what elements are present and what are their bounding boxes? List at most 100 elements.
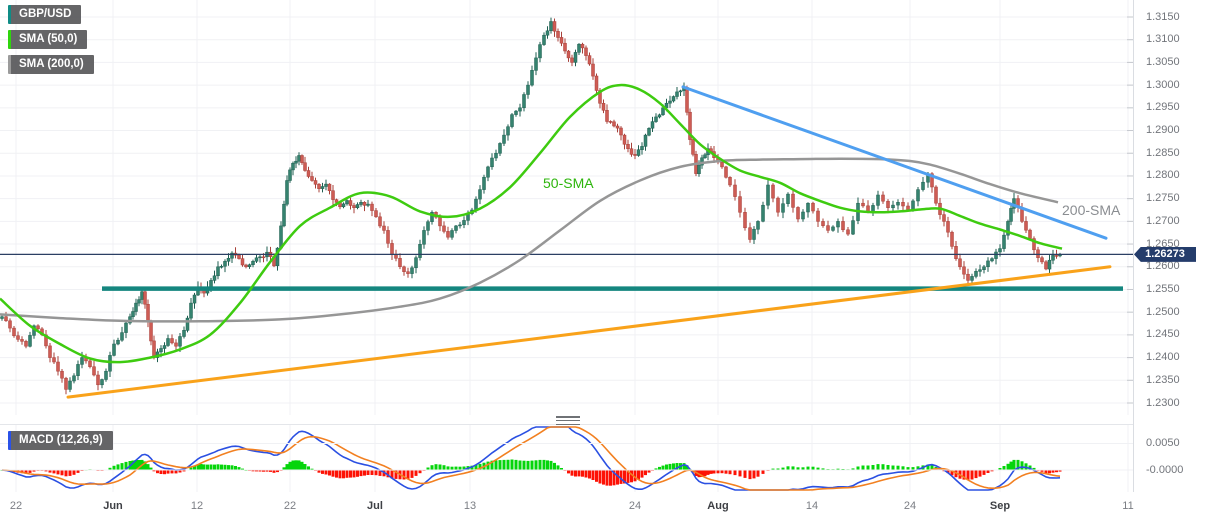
candle bbox=[386, 230, 390, 244]
candle bbox=[559, 37, 564, 44]
candle bbox=[587, 55, 592, 65]
candle bbox=[216, 266, 220, 277]
macd-histogram-bar bbox=[166, 470, 170, 474]
macd-histogram-bar bbox=[712, 470, 716, 474]
candle bbox=[594, 75, 599, 91]
macd-histogram-bar bbox=[1044, 470, 1048, 474]
macd-histogram-bar bbox=[374, 470, 378, 476]
macd-histogram-bar bbox=[345, 470, 349, 478]
symbol-badge[interactable]: GBP/USD bbox=[8, 5, 82, 24]
candle bbox=[140, 291, 144, 300]
macd-histogram-bar bbox=[881, 464, 885, 470]
macd-histogram-bar bbox=[202, 464, 206, 470]
macd-histogram-bar bbox=[522, 460, 526, 470]
macd-histogram-bar bbox=[32, 470, 36, 472]
candle bbox=[766, 184, 770, 206]
candle bbox=[482, 176, 486, 190]
candle bbox=[896, 202, 900, 206]
candle bbox=[486, 166, 490, 178]
macd-histogram-bar bbox=[556, 465, 560, 470]
macd-histogram-bar bbox=[300, 461, 304, 470]
macd-histogram-bar bbox=[675, 463, 679, 470]
candle bbox=[636, 149, 641, 156]
macd-histogram-bar bbox=[549, 460, 553, 470]
candle bbox=[796, 207, 800, 220]
macd-histogram-bar bbox=[982, 470, 986, 475]
macd-histogram-bar bbox=[494, 460, 498, 470]
macd-histogram-bar bbox=[861, 465, 865, 470]
macd-histogram-bar bbox=[285, 464, 289, 470]
candle bbox=[688, 111, 692, 140]
candle bbox=[506, 126, 510, 136]
macd-histogram-bar bbox=[756, 470, 760, 477]
macd-histogram-bar bbox=[986, 470, 990, 473]
candle bbox=[288, 169, 292, 181]
macd-badge[interactable]: MACD (12,26,9) bbox=[8, 431, 113, 450]
candle bbox=[442, 225, 446, 232]
macd-histogram-bar bbox=[159, 470, 163, 474]
candle bbox=[538, 44, 542, 59]
macd-histogram-bar bbox=[998, 468, 1002, 470]
macd-histogram-bar bbox=[331, 470, 335, 477]
candle bbox=[282, 203, 286, 227]
macd-histogram-bar bbox=[317, 470, 321, 473]
macd-histogram-bar bbox=[76, 470, 80, 473]
macd-panel-canvas[interactable] bbox=[0, 425, 1133, 492]
macd-histogram-bar bbox=[577, 470, 581, 477]
candle bbox=[700, 157, 704, 166]
candle bbox=[170, 338, 174, 344]
macd-histogram-bar bbox=[450, 466, 454, 470]
sma200-badge[interactable]: SMA (200,0) bbox=[8, 55, 94, 74]
macd-histogram-bar bbox=[658, 466, 661, 470]
macd-histogram-bar bbox=[602, 470, 605, 485]
sma50-badge[interactable]: SMA (50,0) bbox=[8, 30, 88, 49]
macd-histogram-bar bbox=[978, 470, 982, 477]
macd-histogram-bar bbox=[131, 460, 135, 470]
candle bbox=[64, 377, 68, 390]
panel-resize-handle-icon[interactable] bbox=[556, 416, 580, 425]
candle bbox=[251, 261, 255, 265]
candle bbox=[80, 357, 84, 365]
macd-histogram-bar bbox=[748, 470, 752, 480]
macd-histogram-bar bbox=[612, 470, 616, 486]
macd-histogram-bar bbox=[836, 468, 840, 470]
ascending-support-trendline[interactable] bbox=[66, 265, 1112, 399]
macd-histogram-bar bbox=[891, 465, 895, 470]
candle bbox=[974, 271, 978, 277]
candle bbox=[776, 197, 780, 213]
macd-histogram-bar bbox=[48, 470, 52, 473]
main-chart-canvas[interactable] bbox=[0, 0, 1133, 415]
macd-histogram-bar bbox=[152, 470, 156, 472]
candle bbox=[654, 116, 658, 122]
price-axis[interactable]: 1.3150 1.3100 1.3050 1.3000 1.2950 1.2900 1.28… bbox=[1133, 0, 1207, 492]
candle bbox=[166, 338, 170, 346]
candle bbox=[402, 266, 406, 272]
candle bbox=[96, 374, 100, 386]
time-axis[interactable]: 22 Jun 12 22 Jul 13 24 Aug 14 24 Sep 11 bbox=[0, 492, 1207, 521]
macd-histogram-bar bbox=[1040, 470, 1044, 472]
candle bbox=[418, 244, 422, 258]
candle bbox=[626, 144, 630, 149]
macd-histogram-bar bbox=[24, 470, 28, 474]
candle bbox=[584, 47, 588, 56]
macd-histogram-bar bbox=[426, 467, 430, 470]
macd-histogram-bar bbox=[530, 460, 534, 470]
macd-histogram-bar bbox=[143, 461, 147, 470]
candle bbox=[1044, 261, 1048, 270]
macd-histogram-bar bbox=[269, 470, 272, 472]
macd-histogram-bar bbox=[44, 470, 48, 472]
candle bbox=[629, 148, 634, 155]
macd-histogram-bar bbox=[156, 470, 159, 474]
descending-resistance-trendline[interactable] bbox=[681, 85, 1108, 240]
macd-histogram-bar bbox=[72, 470, 76, 475]
candle bbox=[36, 325, 40, 330]
macd-histogram-bar bbox=[1006, 463, 1010, 470]
macd-histogram-bar bbox=[498, 460, 502, 470]
candle bbox=[334, 199, 339, 203]
candle bbox=[563, 42, 567, 52]
macd-histogram-bar bbox=[510, 459, 514, 470]
macd-histogram-bar bbox=[816, 467, 820, 470]
macd-histogram-bar bbox=[209, 464, 213, 470]
candle bbox=[108, 355, 112, 372]
candle bbox=[671, 96, 676, 102]
